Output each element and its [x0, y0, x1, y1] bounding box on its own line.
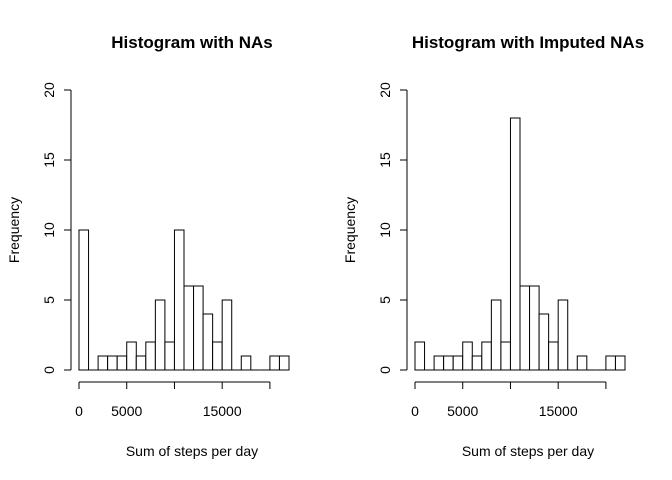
x-tick-label: 5000 — [447, 403, 478, 419]
histogram-bar — [605, 355, 616, 371]
panel-histogram-with-imputed-nas: Histogram with Imputed NAs Sum of steps … — [342, 33, 644, 459]
histogram-bar — [221, 299, 233, 371]
y-tick-label: 0 — [41, 366, 57, 374]
histogram-bar — [490, 299, 502, 371]
histogram-bar — [529, 285, 540, 371]
histogram-bar — [269, 355, 280, 371]
histogram-bar — [500, 341, 511, 371]
histogram-bar — [126, 341, 137, 371]
histogram-bar — [193, 285, 204, 371]
chart-title: Histogram with NAs — [111, 33, 273, 52]
x-tick-label: 15000 — [203, 403, 242, 419]
x-tick-label: 5000 — [111, 403, 142, 419]
histogram-bar — [135, 355, 147, 371]
histogram-bar — [107, 355, 118, 371]
y-axis-label: Frequency — [342, 197, 358, 263]
y-tick-label: 10 — [41, 222, 57, 238]
x-axis: 0 5000 15000 — [411, 381, 607, 419]
histogram-bar — [78, 229, 90, 371]
x-tick-label: 0 — [411, 403, 419, 419]
histogram-bar — [443, 355, 454, 371]
histogram-bar — [145, 341, 156, 371]
histogram-bar — [433, 355, 445, 371]
histogram-bar — [278, 355, 290, 371]
y-axis-label: Frequency — [6, 197, 22, 263]
histogram-bar — [240, 355, 252, 371]
y-tick-label: 20 — [41, 82, 57, 98]
histogram-bar — [557, 299, 569, 371]
panel-histogram-with-nas: Histogram with NAs Sum of steps per day … — [6, 33, 290, 459]
histogram-bar — [509, 117, 521, 371]
bars — [78, 229, 290, 371]
histogram-bar — [481, 341, 492, 371]
bars — [414, 117, 626, 371]
histogram-bar — [173, 229, 185, 371]
x-axis-label: Sum of steps per day — [462, 443, 594, 459]
histogram-bar — [414, 341, 426, 371]
y-axis: 0 5 10 15 20 — [41, 82, 72, 374]
histogram-bar — [97, 355, 109, 371]
histogram-bar — [212, 341, 223, 371]
histogram-bar — [519, 285, 531, 371]
x-axis: 0 5000 15000 — [75, 381, 271, 419]
y-tick-label: 15 — [377, 152, 393, 168]
histogram-bar — [462, 341, 473, 371]
histogram-bar — [116, 355, 128, 371]
x-tick-label: 15000 — [539, 403, 578, 419]
histogram-bar — [164, 341, 175, 371]
histogram-bar — [576, 355, 588, 371]
histogram-bar — [202, 313, 214, 371]
y-axis: 0 5 10 15 20 — [377, 82, 408, 374]
histogram-bar — [183, 285, 195, 371]
y-tick-label: 0 — [377, 366, 393, 374]
x-tick-label: 0 — [75, 403, 83, 419]
histogram-bar — [548, 341, 559, 371]
histogram-bar — [538, 313, 550, 371]
y-tick-label: 5 — [41, 296, 57, 304]
histogram-bar — [452, 355, 464, 371]
histogram-bar — [471, 355, 483, 371]
histogram-bar — [154, 299, 166, 371]
y-tick-label: 10 — [377, 222, 393, 238]
histogram-bar — [614, 355, 626, 371]
y-tick-label: 15 — [41, 152, 57, 168]
y-tick-label: 20 — [377, 82, 393, 98]
chart-title: Histogram with Imputed NAs — [412, 33, 644, 52]
x-axis-label: Sum of steps per day — [126, 443, 258, 459]
y-tick-label: 5 — [377, 296, 393, 304]
